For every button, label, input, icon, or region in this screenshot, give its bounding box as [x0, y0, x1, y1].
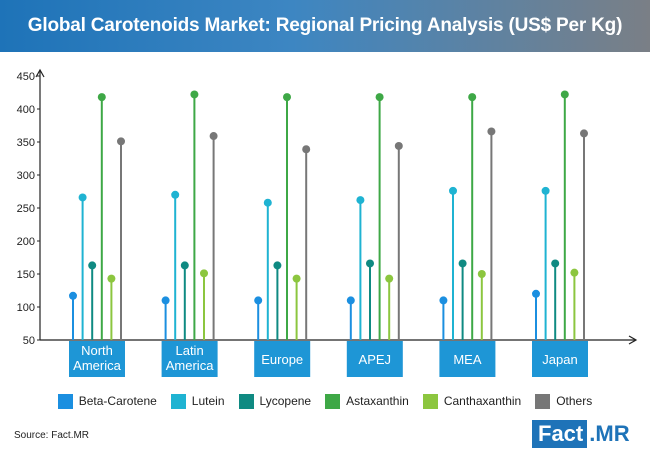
lollipop-point [180, 261, 189, 270]
x-axis-arrow [628, 335, 638, 345]
y-tick-label: 100 [17, 302, 35, 314]
lollipop-point [532, 289, 540, 298]
lollipop-point [541, 186, 550, 195]
lollipop-point [283, 93, 291, 102]
lollipop-point [394, 141, 403, 150]
legend-item: Beta-Carotene [57, 393, 157, 409]
lollipop-point [88, 261, 97, 270]
lollipop-point [458, 259, 467, 268]
category-label-box [69, 341, 125, 377]
legend-swatch [422, 393, 438, 409]
lollipop-point [97, 93, 106, 102]
legend-swatch [57, 393, 73, 409]
lollipop-point [117, 137, 125, 146]
category-label-box [439, 341, 496, 377]
lollipop-point [200, 269, 208, 278]
legend-item: Others [535, 393, 593, 409]
y-tick-label: 450 [17, 71, 35, 83]
lollipop-point [302, 145, 311, 154]
y-tick-label: 400 [17, 104, 35, 116]
y-tick-label: 200 [17, 236, 35, 248]
legend-item: Canthaxanthin [422, 393, 522, 409]
title-bar [0, 0, 650, 52]
lollipop-point [346, 296, 355, 305]
lollipop-point [254, 296, 263, 305]
lollipop-point [107, 274, 116, 283]
lollipop-point [477, 270, 486, 278]
lollipop-point [468, 93, 477, 102]
lollipop-point [570, 268, 579, 277]
lollipop-point [385, 274, 394, 283]
legend-swatch [535, 393, 551, 409]
chart-title: Global Carotenoids Market: Regional Pric… [27, 15, 623, 36]
lollipop-point [171, 190, 180, 199]
lollipop-point [366, 259, 374, 268]
legend-label: Lycopene [259, 394, 312, 408]
lollipop-point [580, 129, 588, 138]
category-label: North [81, 343, 113, 358]
lollipop-point [449, 186, 457, 195]
category-label: America [166, 358, 214, 373]
source-note: Source: Fact.MR [14, 430, 90, 441]
legend-label: Astaxanthin [346, 394, 409, 408]
lollipop-point [560, 90, 569, 99]
y-tick-label: 250 [17, 203, 35, 215]
y-tick-label: 150 [17, 269, 35, 281]
y-axis-arrow [35, 68, 45, 78]
legend: Beta-Carotene Lutein Lycopene Astaxanthin Ca… [0, 390, 650, 412]
legend-swatch [170, 393, 186, 409]
lollipop-point [78, 193, 87, 202]
category-label-box [346, 341, 403, 377]
legend-label: Lutein [191, 394, 225, 408]
category-label-box [254, 341, 311, 377]
lollipop-point [487, 127, 496, 136]
legend-swatch [238, 393, 254, 409]
legend-label: Others [556, 394, 593, 408]
lollipop-point [439, 296, 448, 305]
category-label: MEA [453, 352, 482, 367]
category-label: Japan [542, 352, 577, 367]
lollipop-point [209, 132, 218, 141]
category-label: APEJ [359, 352, 392, 367]
y-tick-label: 350 [17, 137, 35, 149]
lollipop-point [69, 291, 77, 300]
legend-swatch [325, 393, 341, 409]
logo-text-mr: .MR [589, 421, 630, 446]
lollipop-point [551, 259, 560, 268]
legend-label: Canthaxanthin [443, 394, 522, 408]
legend-item: Lutein [170, 393, 225, 409]
category-label-box [532, 341, 588, 377]
lollipop-point [292, 274, 301, 283]
category-label: America [73, 358, 121, 373]
lollipop-point [190, 90, 199, 99]
legend-label: Beta-Carotene [78, 394, 157, 408]
y-tick-label: 300 [17, 170, 35, 182]
category-label: Europe [261, 352, 303, 367]
legend-item: Lycopene [238, 393, 312, 409]
lollipop-point [273, 261, 282, 270]
lollipop-point [161, 296, 170, 305]
category-label: Latin [175, 343, 203, 358]
lollipop-point [356, 196, 365, 205]
y-tick-label: 50 [23, 335, 35, 347]
category-label-box [161, 341, 218, 377]
legend-item: Astaxanthin [325, 393, 409, 409]
logo-text-fact: Fact [532, 420, 588, 448]
factmr-logo: Fact .MR [532, 420, 632, 448]
lollipop-point [375, 93, 384, 102]
lollipop-point [263, 198, 272, 207]
